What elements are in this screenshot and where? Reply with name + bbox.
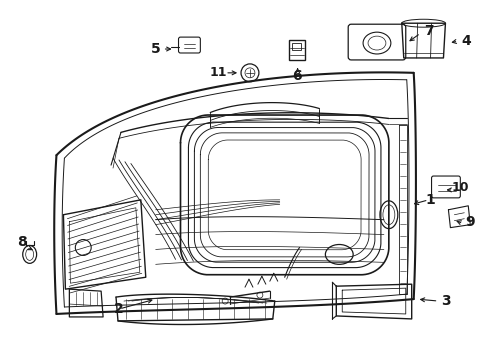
Text: 8: 8 — [17, 234, 26, 248]
Text: 5: 5 — [151, 42, 161, 56]
Text: 7: 7 — [424, 24, 433, 38]
Text: 10: 10 — [452, 181, 469, 194]
Text: 4: 4 — [462, 34, 471, 48]
Text: 3: 3 — [441, 294, 451, 308]
Text: 2: 2 — [114, 302, 124, 316]
Text: 11: 11 — [209, 66, 227, 79]
Text: 6: 6 — [292, 69, 301, 83]
Text: 1: 1 — [426, 193, 436, 207]
Text: 9: 9 — [466, 215, 475, 229]
